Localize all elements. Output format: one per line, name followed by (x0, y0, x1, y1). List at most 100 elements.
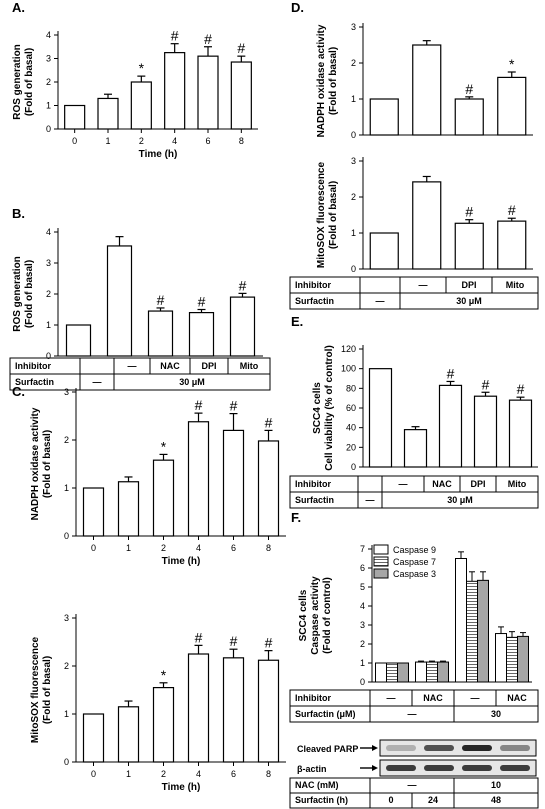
bar (497, 220, 527, 270)
table-cell: Mito (508, 479, 527, 489)
bar (152, 686, 175, 763)
y-axis-label: (Fold of basal) (24, 260, 35, 328)
table-cell: 0 (388, 795, 393, 805)
blot-strip (379, 759, 537, 777)
y-tick-label: 2 (46, 289, 51, 299)
star-mark: * (161, 438, 167, 454)
hash-mark: # (517, 381, 525, 397)
hash-mark: # (239, 277, 247, 293)
hash-mark: # (230, 398, 238, 414)
y-tick-label: 40 (346, 423, 356, 433)
y-axis-label: (Fold of basal) (24, 48, 35, 116)
hash-mark: # (482, 376, 490, 392)
bar (82, 487, 105, 537)
hash-mark: # (465, 204, 473, 220)
bar (517, 635, 529, 683)
x-tick-label: 6 (205, 136, 210, 146)
table-row-label: Surfactin (15, 377, 54, 387)
x-tick-label: 1 (105, 136, 110, 146)
y-tick-label: 1 (360, 658, 365, 668)
bar (82, 713, 105, 763)
legend-label: Caspase 7 (393, 557, 436, 567)
bar (497, 76, 527, 136)
x-tick-label: 0 (91, 769, 96, 779)
hash-mark: # (195, 629, 203, 645)
y-axis-label: (Fold of basal) (42, 656, 53, 724)
bar (375, 662, 387, 683)
panel-label: A. (12, 0, 25, 15)
table-row-label: Inhibitor (295, 280, 331, 290)
y-axis-label: ROS generation (12, 44, 23, 120)
bar (187, 653, 210, 763)
y-tick-label: 100 (341, 364, 356, 374)
y-tick-label: 80 (346, 383, 356, 393)
y-tick-label: 0 (351, 462, 356, 472)
legend-label: Caspase 3 (393, 569, 436, 579)
hash-mark: # (265, 635, 273, 651)
y-tick-label: 0 (46, 351, 51, 361)
y-tick-label: 2 (351, 192, 356, 202)
table-cell: 30 μM (447, 495, 473, 505)
hash-mark: # (230, 633, 238, 649)
cleaved-parp-band (424, 745, 454, 751)
bar (466, 580, 478, 683)
y-axis-label: MitoSOX fluorescence (316, 161, 327, 268)
x-tick-label: 0 (91, 543, 96, 553)
y-tick-label: 3 (64, 613, 69, 623)
cleaved-parp-band (462, 745, 492, 751)
bar (508, 399, 533, 468)
bar (257, 659, 280, 763)
bar (65, 324, 92, 357)
x-axis-label: Time (h) (162, 556, 201, 567)
y-tick-label: 1 (64, 709, 69, 719)
bar (197, 55, 219, 130)
y-axis-label: NADPH oxidase activity (30, 407, 41, 520)
x-tick-label: 6 (231, 543, 236, 553)
panel-label: C. (12, 384, 25, 399)
table-row-label: Inhibitor (295, 479, 331, 489)
y-tick-label: 60 (346, 403, 356, 413)
table-cell: — (419, 280, 428, 290)
x-tick-label: 6 (231, 769, 236, 779)
bar (403, 429, 428, 468)
x-tick-label: 4 (196, 769, 201, 779)
panel-label: F. (291, 510, 301, 525)
y-tick-label: 2 (64, 661, 69, 671)
y-tick-label: 0 (46, 124, 51, 134)
table-row-label: Inhibitor (15, 361, 51, 371)
y-tick-label: 4 (360, 601, 365, 611)
beta-actin-band (424, 765, 454, 771)
y-tick-label: 3 (351, 22, 356, 32)
table-cell: NAC (432, 479, 452, 489)
y-tick-label: 0 (360, 677, 365, 687)
bar (426, 661, 438, 683)
table-cell: — (376, 296, 385, 306)
bar (257, 440, 280, 537)
bar (152, 459, 175, 537)
blot-arrow-head (372, 745, 378, 751)
blot-label: β-actin (297, 764, 327, 774)
y-tick-label: 0 (64, 757, 69, 767)
table-cell: — (399, 479, 408, 489)
bar (454, 98, 484, 136)
y-tick-label: 2 (360, 639, 365, 649)
y-axis-label: ROS generation (12, 256, 23, 332)
table-row-label: Surfactin (h) (295, 795, 348, 805)
y-tick-label: 1 (351, 228, 356, 238)
table-cell: — (366, 495, 375, 505)
bar (495, 633, 507, 683)
y-axis-label: (Fold of basal) (328, 181, 339, 249)
table-row-label: Surfactin (295, 296, 334, 306)
bar (437, 661, 449, 683)
star-mark: * (509, 56, 515, 72)
bar (477, 579, 489, 683)
hash-mark: # (265, 414, 273, 430)
bar (230, 61, 252, 130)
y-tick-label: 0 (64, 531, 69, 541)
y-tick-label: 3 (64, 387, 69, 397)
hash-mark: # (508, 202, 516, 218)
table-cell: 10 (491, 780, 501, 790)
table-cell: 24 (428, 795, 438, 805)
legend-swatch (373, 556, 389, 567)
bar (454, 222, 484, 270)
